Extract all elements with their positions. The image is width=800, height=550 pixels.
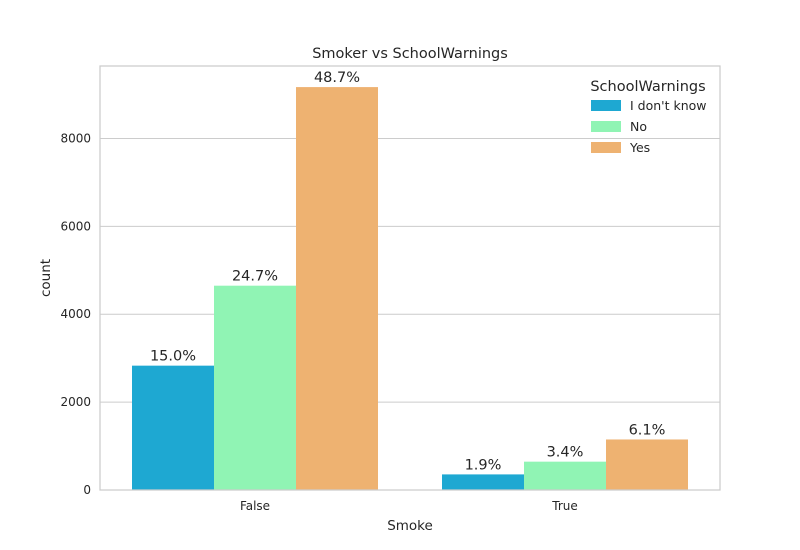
plot-frame — [99, 65, 721, 491]
bar-true-series-0 — [442, 474, 524, 490]
bar-label-true-series-2: 6.1% — [629, 422, 666, 438]
bar-false-series-2 — [296, 87, 378, 491]
x-tick-label-1: True — [551, 499, 578, 513]
legend-swatch-2 — [591, 142, 621, 153]
legend: SchoolWarnings I don't know No Yes — [590, 79, 706, 155]
y-tick-label-3: 6000 — [60, 219, 91, 233]
legend-item-0: I don't know — [630, 98, 707, 113]
y-tick-label-4: 8000 — [60, 131, 91, 145]
legend-item-1: No — [630, 119, 647, 134]
bar-label-false-series-2: 48.7% — [314, 70, 360, 86]
y-tick-label-2: 4000 — [60, 307, 91, 321]
y-tick-label-0: 0 — [83, 483, 91, 497]
y-axis-label: count — [38, 259, 54, 297]
x-tick-label-0: False — [240, 499, 270, 513]
bar-true-series-1 — [524, 461, 606, 490]
bar-label-true-series-1: 3.4% — [547, 445, 584, 461]
chart-title: Smoker vs SchoolWarnings — [312, 46, 508, 62]
bar-true-series-2 — [606, 439, 688, 490]
y-axis-ticks: 0 2000 4000 6000 8000 — [60, 131, 91, 497]
bar-label-false-series-0: 15.0% — [150, 349, 196, 365]
legend-swatch-0 — [591, 100, 621, 111]
legend-item-2: Yes — [629, 140, 650, 155]
bar-labels: 15.0% 24.7% 48.7% 1.9% 3.4% 6.1% — [150, 70, 665, 473]
bars — [132, 87, 688, 491]
legend-title: SchoolWarnings — [590, 79, 705, 95]
legend-swatch-1 — [591, 121, 621, 132]
x-axis-ticks: False True — [240, 499, 578, 513]
x-axis-label: Smoke — [387, 518, 433, 534]
bar-false-series-0 — [132, 365, 214, 490]
bar-label-true-series-0: 1.9% — [465, 457, 502, 473]
bar-label-false-series-1: 24.7% — [232, 269, 278, 285]
y-tick-label-1: 2000 — [60, 395, 91, 409]
bar-false-series-1 — [214, 285, 296, 490]
